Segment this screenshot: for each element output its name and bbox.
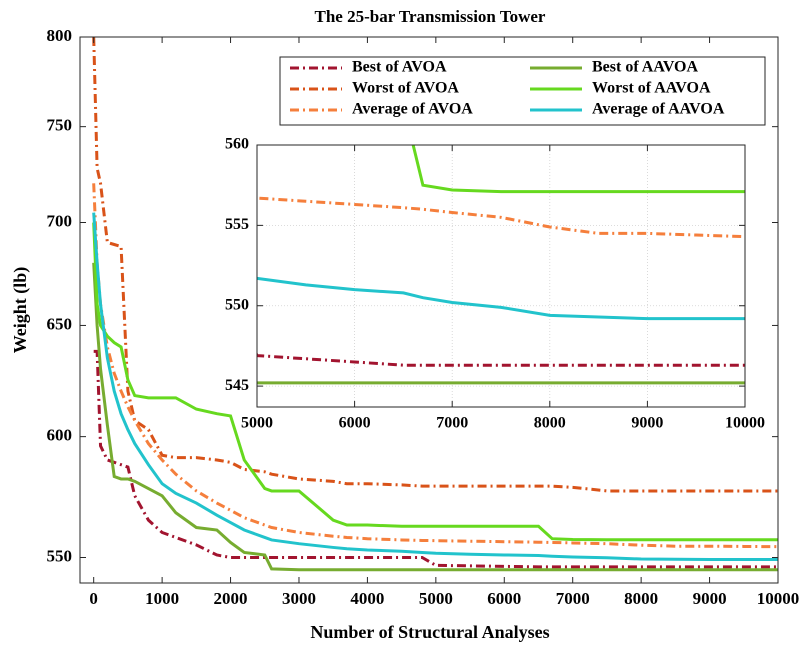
y-tick-label: 560 [225,136,249,153]
legend-label: Best of AVOA [352,59,447,76]
chart-title: The 25-bar Transmission Tower [315,7,546,26]
x-tick-label: 6000 [487,589,521,608]
x-tick-label: 3000 [282,589,316,608]
y-tick-label: 550 [47,546,73,565]
legend-label: Average of AVOA [352,101,473,118]
y-tick-label: 800 [47,26,73,45]
x-tick-label: 7000 [556,589,590,608]
series-line [257,276,745,321]
x-axis-label: Number of Structural Analyses [310,622,549,642]
series-line [257,381,745,385]
y-tick-label: 555 [225,216,249,233]
plot-lines [92,37,778,572]
series-line [92,222,778,542]
y-tick-label: 750 [47,116,73,135]
legend-label: Average of AAVOA [592,101,725,118]
x-tick-label: 6000 [339,415,371,432]
x-tick-label: 4000 [350,589,384,608]
x-tick-label: 0 [89,589,98,608]
x-tick-label: 10000 [725,415,765,432]
x-tick-label: 9000 [631,415,663,432]
x-tick-label: 2000 [214,589,248,608]
y-tick-label: 700 [47,211,73,230]
plot-frame [79,36,779,584]
series-line [92,212,778,562]
x-tick-label: 8000 [534,415,566,432]
series-line [257,351,745,367]
x-tick-label: 10000 [757,589,800,608]
series-line [92,183,778,549]
x-tick-label: 5000 [241,415,273,432]
legend-label: Best of AAVOA [592,59,699,76]
legend-box [279,56,766,126]
inset-background [257,145,745,407]
x-tick-label: 8000 [624,589,658,608]
inset-frame [256,144,746,408]
y-tick-label: 550 [225,296,249,313]
series-line [92,37,778,493]
inset-lines [257,145,745,385]
legend-label: Worst of AAVOA [592,80,711,97]
x-tick-label: 7000 [436,415,468,432]
y-axis-label: Weight (lb) [10,267,31,354]
y-tick-label: 600 [47,426,73,445]
y-tick-label: 650 [47,314,73,333]
y-tick-label: 545 [225,377,249,394]
series-line [411,145,745,194]
x-tick-label: 5000 [419,589,453,608]
x-tick-label: 9000 [693,589,727,608]
x-tick-label: 1000 [145,589,179,608]
series-line [93,349,778,569]
series-line [92,262,778,572]
series-line [257,196,745,239]
legend-label: Worst of AVOA [352,80,459,97]
